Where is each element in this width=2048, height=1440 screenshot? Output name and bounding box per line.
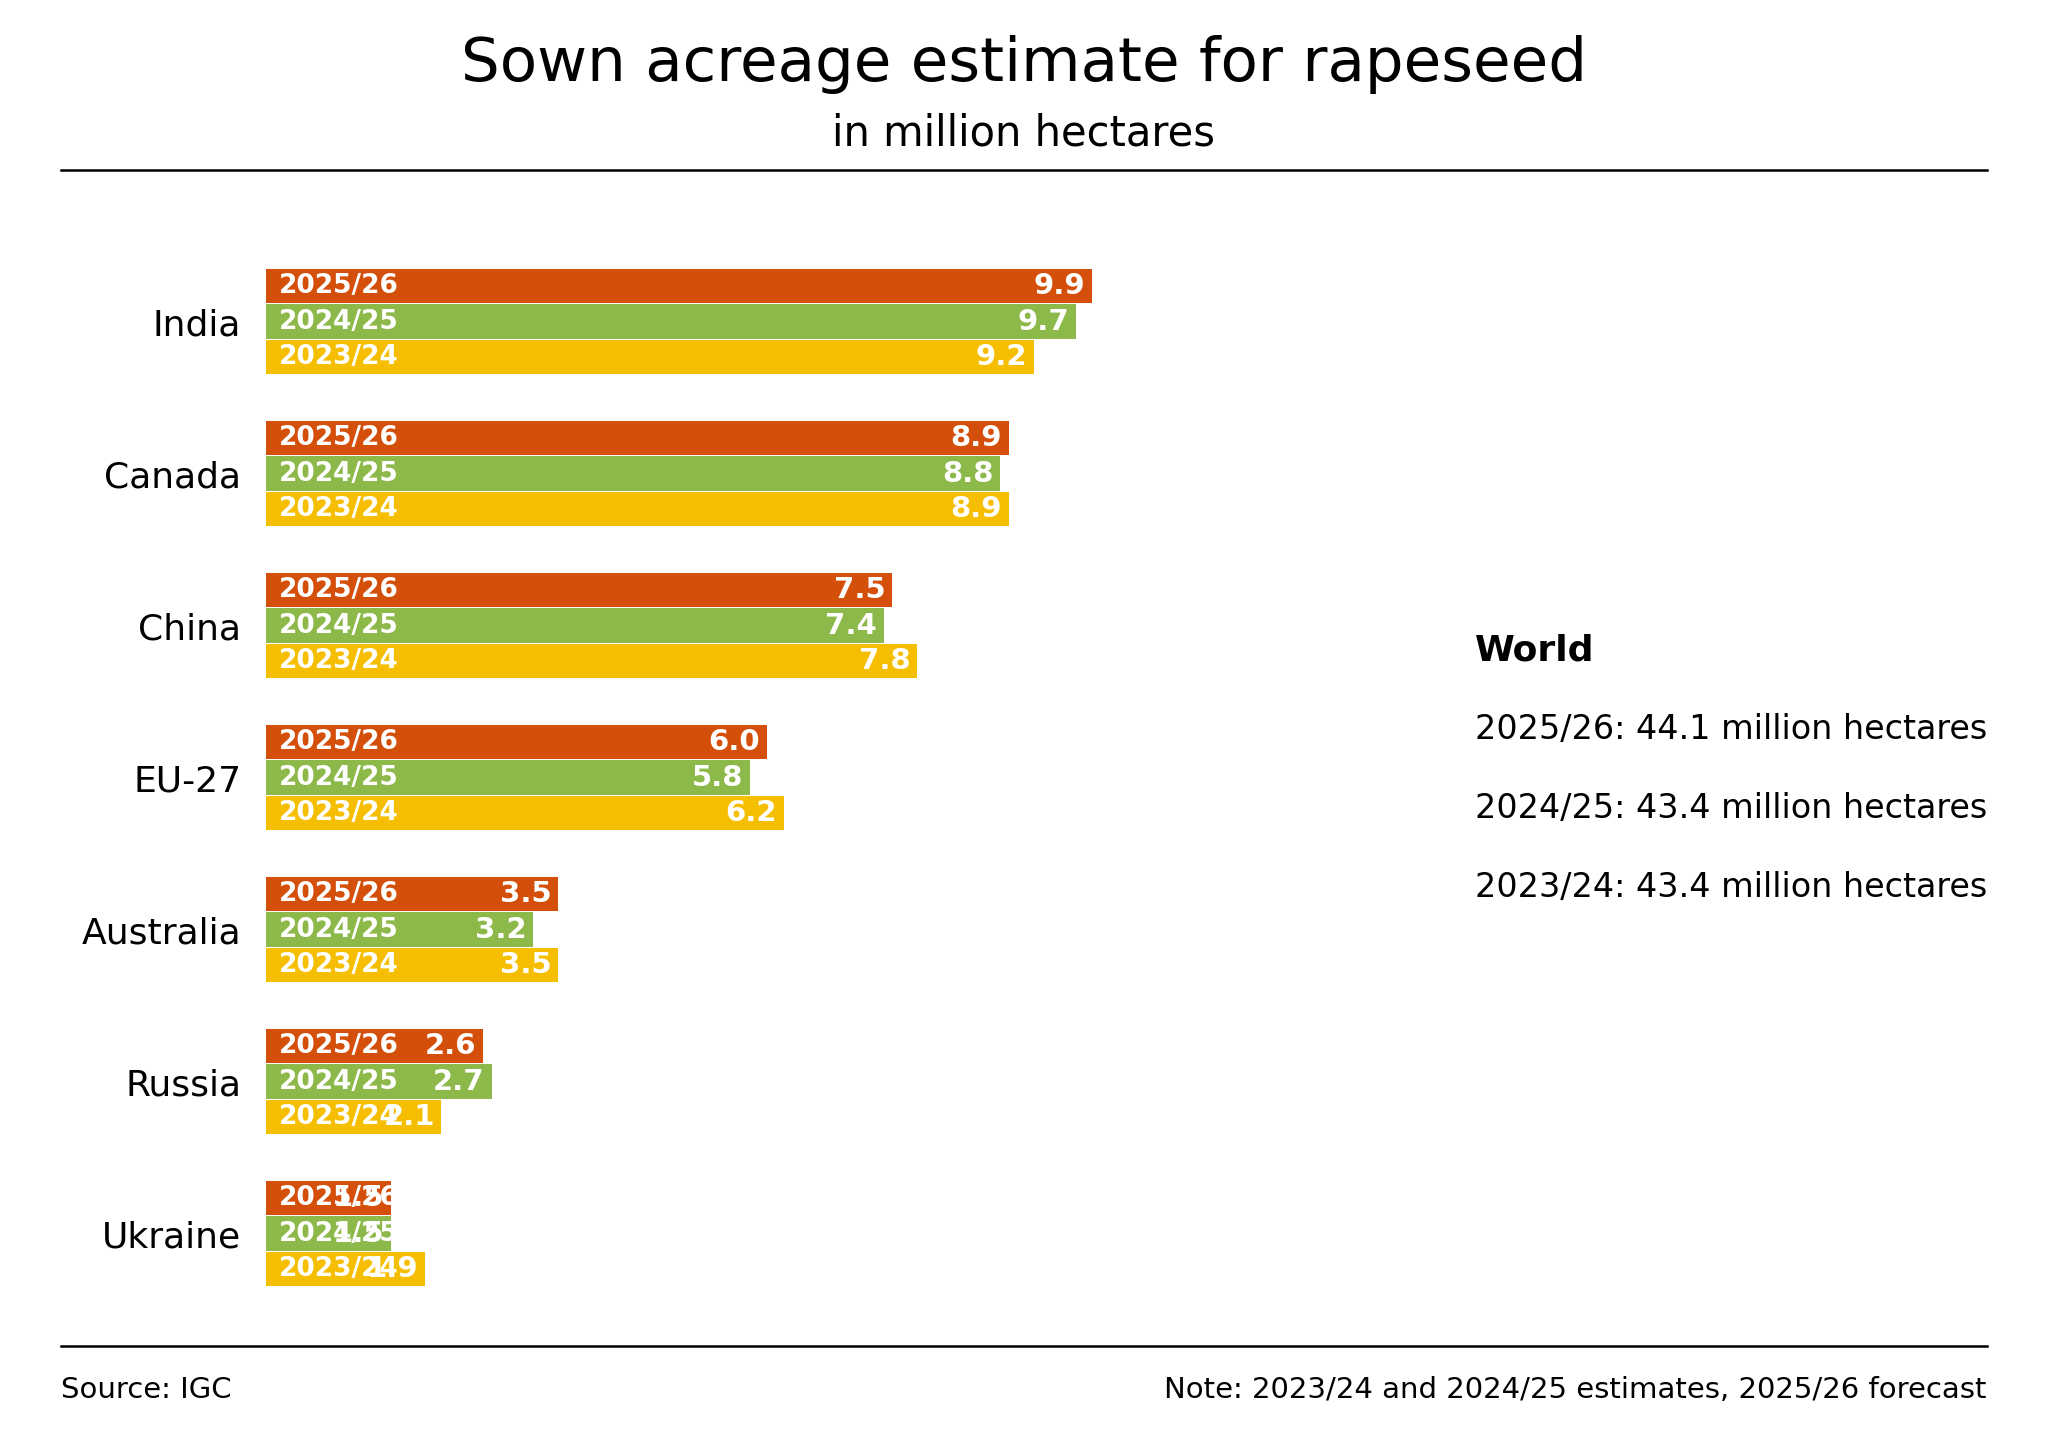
Text: 2025/26: 2025/26: [279, 274, 399, 300]
Text: 2024/25: 2024/25: [279, 461, 399, 487]
Text: 2023/24: 2023/24: [279, 1104, 399, 1130]
Text: 9.7: 9.7: [1018, 308, 1069, 336]
Text: Note: 2023/24 and 2024/25 estimates, 2025/26 forecast: Note: 2023/24 and 2024/25 estimates, 202…: [1163, 1375, 1987, 1404]
Bar: [266, 1030, 483, 1063]
Bar: [266, 1100, 442, 1135]
Text: World: World: [1475, 634, 1593, 668]
Bar: [266, 269, 1092, 304]
Text: 3.5: 3.5: [500, 950, 551, 979]
Bar: [266, 644, 918, 678]
Text: 2025/26: 2025/26: [279, 425, 399, 451]
Text: 9.2: 9.2: [975, 343, 1028, 372]
Bar: [266, 1181, 391, 1215]
Text: 2.7: 2.7: [434, 1067, 485, 1096]
Text: 1.5: 1.5: [334, 1184, 385, 1212]
Text: 7.5: 7.5: [834, 576, 885, 605]
Text: 2.1: 2.1: [383, 1103, 434, 1130]
Text: 2023/24: 43.4 million hectares: 2023/24: 43.4 million hectares: [1475, 871, 1987, 904]
Text: 2023/24: 2023/24: [279, 344, 399, 370]
Bar: [266, 724, 766, 759]
Text: 2024/25: 2024/25: [279, 308, 399, 334]
Text: 2023/24: 2023/24: [279, 648, 399, 674]
Text: 2025/26: 2025/26: [279, 729, 399, 755]
Text: 3.5: 3.5: [500, 880, 551, 909]
Text: 2024/25: 2024/25: [279, 612, 399, 638]
Bar: [266, 492, 1010, 526]
Text: Sown acreage estimate for rapeseed: Sown acreage estimate for rapeseed: [461, 36, 1587, 94]
Text: 2024/25: 2024/25: [279, 1221, 399, 1247]
Text: 2.6: 2.6: [426, 1032, 477, 1060]
Text: 2024/25: 2024/25: [279, 917, 399, 943]
Text: 2024/25: 43.4 million hectares: 2024/25: 43.4 million hectares: [1475, 792, 1987, 825]
Bar: [266, 456, 1001, 491]
Text: 2025/26: 2025/26: [279, 1032, 399, 1060]
Text: 7.8: 7.8: [858, 647, 911, 675]
Text: 2025/26: 44.1 million hectares: 2025/26: 44.1 million hectares: [1475, 713, 1987, 746]
Text: Source: IGC: Source: IGC: [61, 1375, 231, 1404]
Text: 2024/25: 2024/25: [279, 1068, 399, 1094]
Text: 2025/26: 2025/26: [279, 881, 399, 907]
Text: 2025/26: 2025/26: [279, 577, 399, 603]
Bar: [266, 948, 559, 982]
Text: 5.8: 5.8: [692, 763, 743, 792]
Bar: [266, 304, 1075, 338]
Text: 2023/24: 2023/24: [279, 952, 399, 978]
Text: 8.9: 8.9: [950, 495, 1001, 523]
Text: 2025/26: 2025/26: [279, 1185, 399, 1211]
Bar: [266, 913, 532, 948]
Bar: [266, 1217, 391, 1251]
Text: 3.2: 3.2: [475, 916, 526, 943]
Text: 1.9: 1.9: [367, 1256, 418, 1283]
Text: 9.9: 9.9: [1034, 272, 1085, 300]
Text: 6.0: 6.0: [709, 729, 760, 756]
Text: 8.9: 8.9: [950, 425, 1001, 452]
Text: 6.2: 6.2: [725, 799, 776, 827]
Bar: [266, 340, 1034, 374]
Text: in million hectares: in million hectares: [831, 112, 1217, 156]
Bar: [266, 573, 893, 608]
Text: 7.4: 7.4: [825, 612, 877, 639]
Text: 2024/25: 2024/25: [279, 765, 399, 791]
Bar: [266, 1064, 492, 1099]
Bar: [266, 1251, 424, 1286]
Text: 8.8: 8.8: [942, 459, 993, 488]
Text: 2023/24: 2023/24: [279, 1256, 399, 1282]
Bar: [266, 877, 559, 912]
Bar: [266, 760, 750, 795]
Bar: [266, 796, 784, 831]
Text: 1.5: 1.5: [334, 1220, 385, 1247]
Bar: [266, 608, 883, 642]
Text: 2023/24: 2023/24: [279, 801, 399, 827]
Bar: [266, 420, 1010, 455]
Text: 2023/24: 2023/24: [279, 495, 399, 523]
